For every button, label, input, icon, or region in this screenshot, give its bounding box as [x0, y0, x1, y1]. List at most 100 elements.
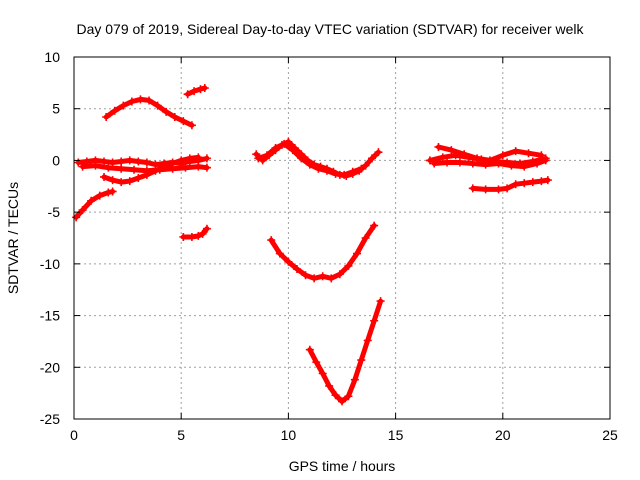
data-point [153, 101, 162, 110]
y-tick-label: -5 [48, 204, 61, 220]
data-point [194, 162, 203, 171]
data-point [430, 159, 439, 168]
data-point [72, 213, 81, 222]
data-point [468, 184, 477, 193]
data-point [117, 157, 126, 166]
data-point [312, 358, 321, 367]
data-point [541, 156, 550, 165]
series-trace [307, 298, 384, 404]
data-point [288, 146, 297, 155]
plot-frame [73, 56, 611, 420]
y-tick-label: -15 [40, 308, 60, 324]
data-point [353, 249, 362, 258]
data-point [102, 112, 111, 121]
series-trace [431, 157, 549, 170]
data-point [284, 257, 293, 266]
series-trace [268, 223, 377, 281]
data-point [511, 147, 520, 156]
data-point [520, 179, 529, 188]
data-point [134, 157, 143, 166]
x-tick-label: 25 [602, 427, 618, 443]
data-point [318, 369, 327, 378]
y-tick-label: 0 [52, 152, 60, 168]
data-point [108, 176, 117, 185]
data-point [170, 112, 179, 121]
data-point [196, 85, 205, 94]
data-point [473, 154, 482, 163]
data-point [503, 184, 512, 193]
data-point [254, 154, 263, 163]
data-point [350, 375, 359, 384]
data-point [177, 156, 186, 165]
data-point [438, 153, 447, 162]
data-point [87, 196, 96, 205]
data-point [507, 161, 516, 170]
data-point [202, 224, 211, 233]
data-point [368, 154, 377, 163]
y-axis-label: SDTVAR / TECUs [5, 182, 21, 294]
data-point [252, 150, 261, 159]
data-point [110, 106, 119, 115]
data-point [262, 151, 271, 160]
data-point [183, 90, 192, 99]
data-point [338, 397, 346, 406]
data-point [136, 95, 145, 104]
data-series [254, 139, 366, 179]
data-point [301, 271, 310, 280]
data-point [267, 236, 276, 245]
data-point [543, 176, 552, 185]
y-tick-label: -10 [40, 256, 60, 272]
x-axis-label: GPS time / hours [289, 458, 396, 474]
data-point [331, 169, 340, 178]
data-point [168, 159, 177, 168]
data-point [494, 185, 503, 194]
data-point [363, 336, 372, 345]
data-point [194, 231, 203, 240]
data-point [310, 274, 319, 283]
data-point [481, 185, 490, 194]
data-point [119, 101, 128, 110]
data-point [108, 187, 117, 196]
data-series [434, 142, 546, 165]
data-point [130, 165, 139, 174]
data-series [72, 187, 117, 222]
tick-labels: 0 5 10 15 20 25 -25 -20 -15 -10 -5 0 5 10 [40, 49, 618, 443]
data-series [468, 176, 552, 194]
series-trace [73, 189, 116, 220]
data-point [455, 158, 464, 167]
data-point [117, 164, 126, 173]
data-point [528, 178, 537, 187]
data-point [370, 316, 379, 325]
ticks [73, 56, 611, 420]
data-point [361, 234, 370, 242]
data-point [181, 163, 190, 172]
data-point [443, 158, 452, 167]
data-point [460, 150, 469, 159]
data-point [202, 163, 211, 172]
x-tick-label: 5 [177, 427, 185, 443]
y-tick-label: 10 [44, 49, 60, 65]
data-point [318, 272, 327, 281]
data-series [183, 84, 209, 99]
data-series [252, 137, 383, 180]
data-point [108, 158, 117, 167]
data-point [190, 87, 199, 96]
series-trace [75, 155, 210, 168]
data-point [314, 164, 323, 173]
data-point [357, 164, 366, 173]
data-point [187, 121, 196, 130]
data-point [91, 161, 100, 170]
data-point [127, 97, 136, 106]
data-series [179, 224, 211, 241]
data-point [200, 84, 209, 93]
data-series [430, 156, 550, 171]
data-point [194, 153, 203, 162]
data-point [275, 249, 284, 258]
data-point [520, 162, 529, 171]
data-point [374, 148, 383, 157]
chart-title: Day 079 of 2019, Sidereal Day-to-day VTE… [76, 21, 584, 37]
data-point [361, 161, 370, 170]
data-point [125, 156, 134, 165]
data-point [202, 154, 211, 163]
